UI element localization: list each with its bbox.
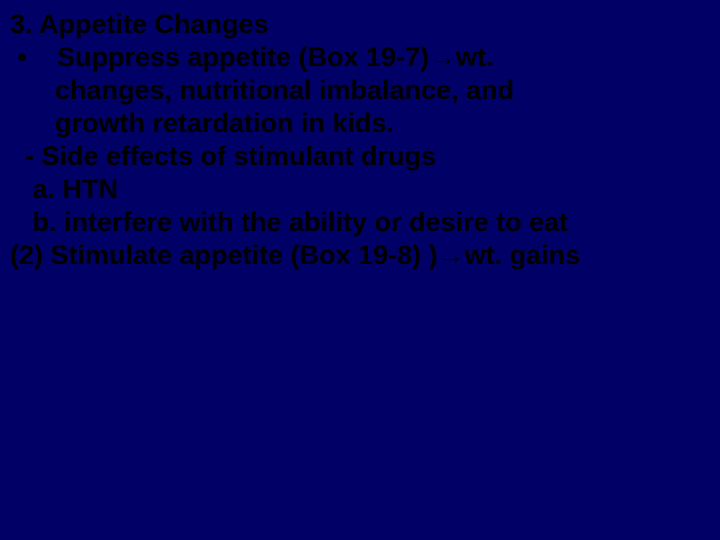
side-effects-heading: - Side effects of stimulant drugs <box>10 140 710 173</box>
bullet-line-3: growth retardation in kids. <box>10 107 710 140</box>
slide-content: 3. Appetite Changes • Suppress appetite … <box>0 0 720 272</box>
side-effect-b: b. interfere with the ability or desire … <box>10 206 710 239</box>
bullet-line-2: changes, nutritional imbalance, and <box>10 74 710 107</box>
bullet-line-1: • Suppress appetite (Box 19-7)→wt. <box>10 41 710 74</box>
side-effect-a: a. HTN <box>10 173 710 206</box>
point-2: (2) Stimulate appetite (Box 19-8) )→wt. … <box>10 239 710 272</box>
heading-line: 3. Appetite Changes <box>10 8 710 41</box>
